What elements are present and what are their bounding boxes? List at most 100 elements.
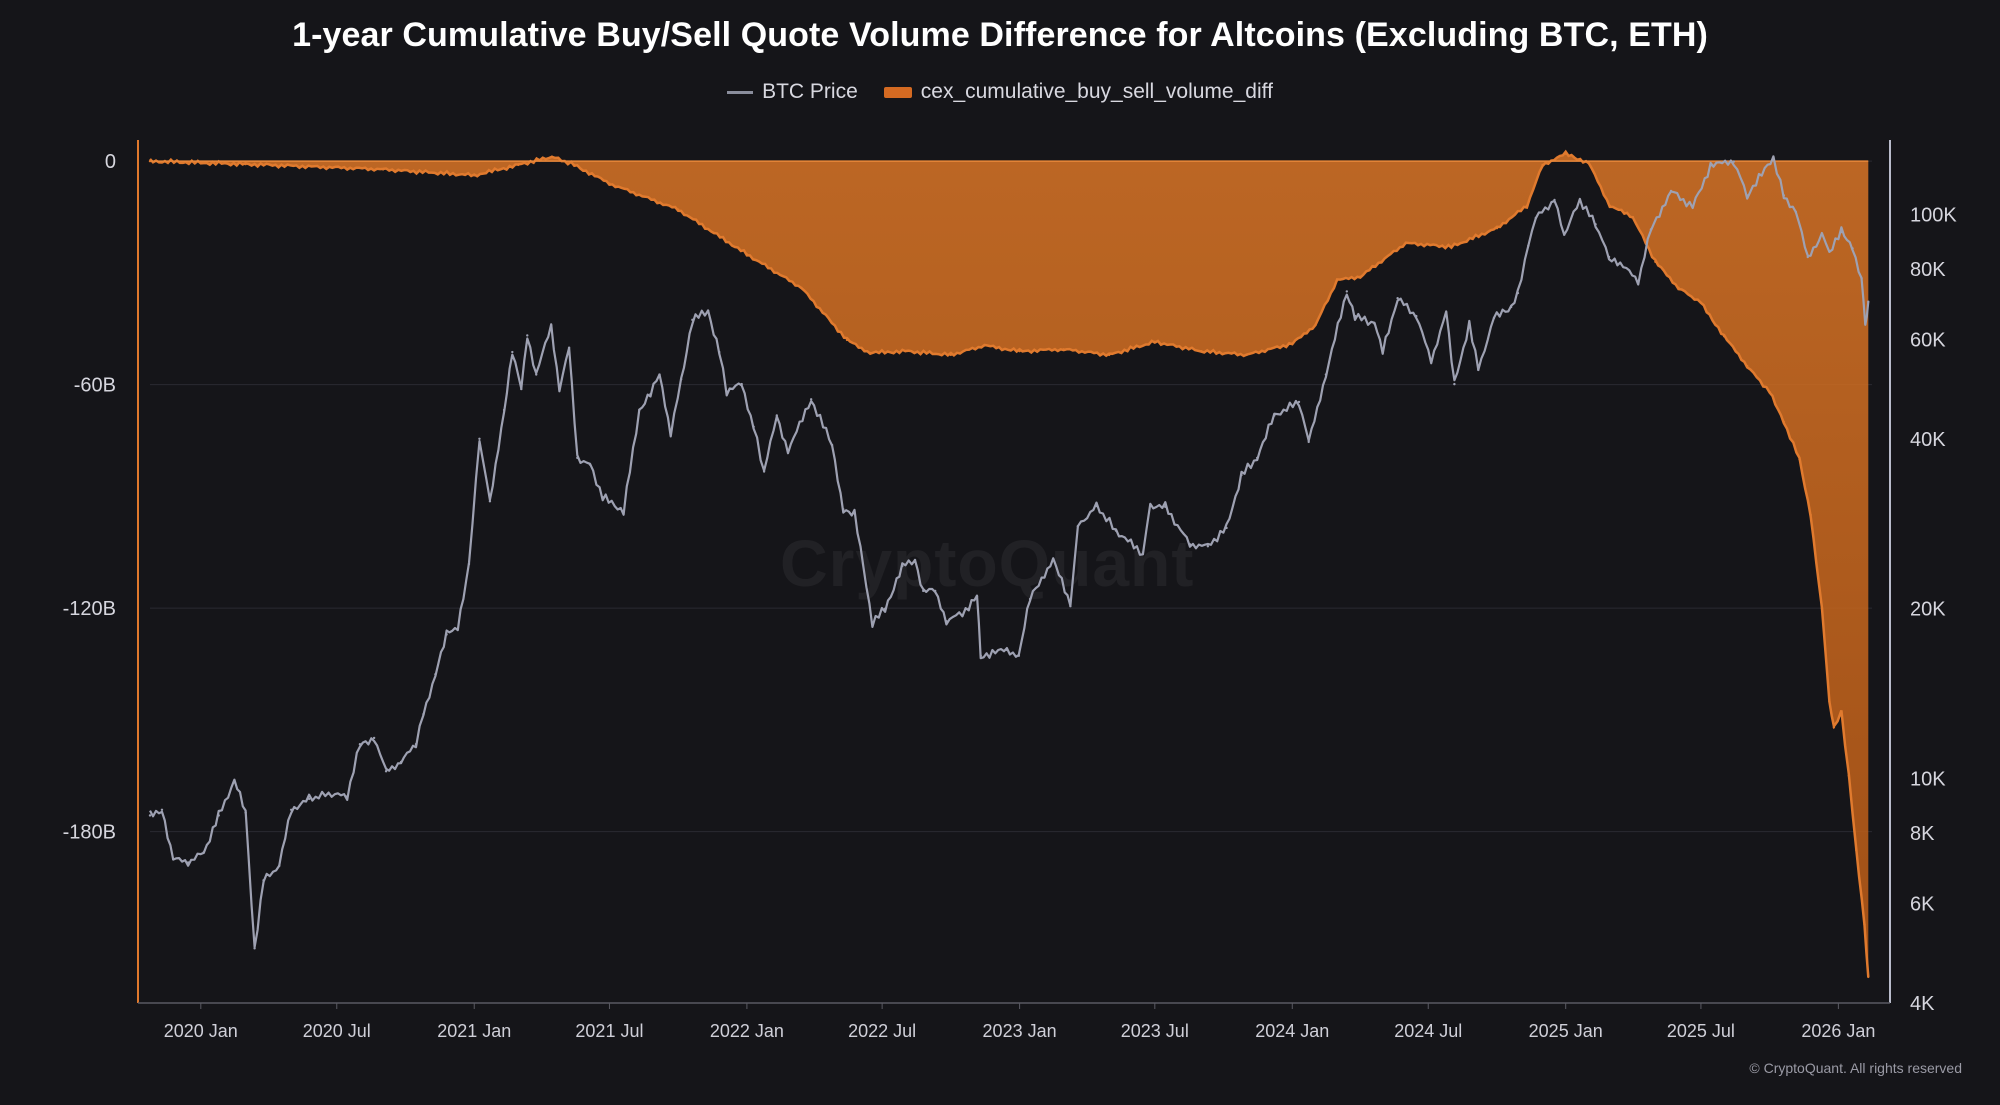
volume-diff-point — [473, 174, 476, 177]
btc-price-point — [842, 508, 845, 511]
volume-diff-point — [1564, 152, 1567, 155]
series-btc-price-line — [149, 155, 1870, 949]
volume-diff-point — [1722, 335, 1726, 338]
volume-diff-point — [550, 155, 554, 158]
btc-price-point — [1141, 552, 1145, 556]
y-left-tick-label: 0 — [105, 151, 116, 173]
volume-diff-point — [1782, 420, 1786, 424]
btc-price-point — [762, 470, 766, 473]
btc-price-point — [1095, 504, 1098, 508]
btc-price-point — [638, 408, 641, 412]
volume-diff-point — [1359, 275, 1362, 278]
volume-diff-point — [381, 168, 385, 171]
btc-price-point — [1563, 233, 1566, 236]
btc-price-point — [669, 431, 672, 434]
volume-diff-point — [949, 353, 953, 357]
btc-price-point — [922, 589, 925, 593]
y-right-tick-label: 40K — [1910, 429, 1946, 451]
volume-diff-point — [1108, 353, 1111, 357]
btc-price-point — [1636, 280, 1640, 283]
volume-diff-point — [904, 349, 907, 353]
btc-price-point — [1188, 543, 1192, 546]
btc-price-point — [752, 425, 755, 429]
btc-price-point — [1453, 382, 1456, 386]
btc-price-point — [622, 509, 625, 513]
volume-diff-point — [1867, 975, 1870, 979]
volume-diff-point — [983, 344, 986, 347]
btc-price-point — [346, 795, 349, 798]
btc-price-point — [289, 808, 293, 812]
volume-diff-point — [1631, 215, 1635, 219]
btc-price-point — [1732, 160, 1735, 163]
btc-price-point — [467, 562, 471, 566]
chart-title: 1-year Cumulative Buy/Sell Quote Volume … — [292, 16, 1708, 54]
btc-price-point — [1345, 290, 1349, 293]
volume-diff-point — [1199, 349, 1203, 353]
btc-price-point — [1649, 228, 1653, 231]
volume-diff-point — [1541, 163, 1544, 167]
legend-item-volume-diff[interactable]: cex_cumulative_buy_sell_volume_diff — [883, 80, 1273, 104]
btc-price-point — [945, 620, 948, 623]
volume-diff-point — [1018, 349, 1021, 353]
btc-price-point — [1005, 648, 1009, 652]
y-right-tick-label: 60K — [1910, 329, 1946, 351]
btc-price-point — [1477, 368, 1480, 372]
volume-diff-point — [1840, 711, 1843, 714]
btc-price-point — [456, 627, 459, 631]
btc-price-point — [488, 500, 492, 503]
btc-price-point — [1594, 223, 1597, 226]
btc-price-point — [1240, 473, 1243, 477]
btc-price-point — [679, 378, 683, 381]
x-tick-label: 2022 Jul — [848, 1021, 916, 1041]
btc-price-point — [1860, 277, 1863, 280]
btc-price-point — [1164, 505, 1167, 509]
btc-price-point — [1794, 210, 1797, 214]
btc-price-point — [871, 621, 874, 624]
volume-diff-point — [1245, 353, 1248, 357]
btc-price-point — [853, 512, 856, 515]
btc-price-point — [558, 387, 561, 391]
volume-diff-point — [1798, 457, 1801, 461]
btc-price-point — [740, 382, 743, 386]
btc-price-point — [1076, 524, 1080, 528]
btc-price-point — [233, 779, 236, 783]
btc-price-point — [1381, 350, 1384, 354]
volume-diff-point — [800, 286, 803, 290]
btc-price-point — [244, 811, 247, 814]
btc-price-point — [478, 437, 481, 441]
btc-price-point — [1709, 164, 1712, 167]
volume-diff-point — [1062, 348, 1065, 351]
volume-diff-point — [1699, 301, 1703, 304]
legend-item-btc-price[interactable]: BTC Price — [727, 80, 858, 104]
btc-price-point — [262, 879, 265, 882]
btc-price-point — [422, 712, 425, 716]
y-right-tick-label: 100K — [1910, 204, 1957, 226]
x-tick-label: 2023 Jan — [983, 1021, 1057, 1041]
volume-diff-point — [676, 208, 680, 211]
volume-diff-point — [1863, 923, 1866, 926]
btc-price-point — [1851, 247, 1854, 250]
btc-price-point — [1028, 597, 1032, 601]
y-right-tick-label: 6K — [1910, 894, 1935, 916]
volume-diff-point — [1832, 726, 1836, 729]
volume-diff-point — [517, 163, 520, 167]
y-left-tick-label: -60B — [74, 375, 116, 397]
legend: BTC Price cex_cumulative_buy_sell_volume… — [0, 80, 2000, 104]
volume-diff-point — [868, 351, 872, 355]
btc-price-point — [1527, 244, 1530, 247]
series-volume-diff-area — [150, 151, 1869, 977]
btc-price-point — [1820, 233, 1824, 236]
x-tick-label: 2020 Jan — [164, 1021, 238, 1041]
y-left-tick-label: -120B — [63, 598, 116, 620]
btc-price-point — [1353, 314, 1357, 318]
btc-price-point — [1307, 440, 1310, 444]
btc-price-point — [1373, 322, 1376, 325]
btc-price-point — [1052, 557, 1055, 561]
x-tick-label: 2022 Jan — [710, 1021, 784, 1041]
volume-diff-point — [1828, 700, 1831, 703]
btc-price-point — [601, 496, 604, 499]
btc-price-point — [148, 814, 152, 817]
y-right-tick-label: 10K — [1910, 768, 1946, 790]
btc-price-point — [913, 558, 917, 562]
volume-diff-point — [1855, 849, 1858, 852]
